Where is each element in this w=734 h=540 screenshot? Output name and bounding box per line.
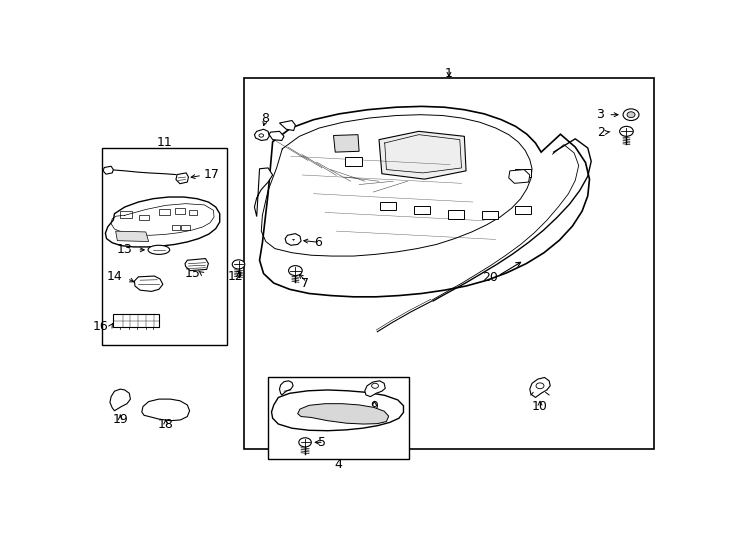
- Polygon shape: [530, 377, 550, 397]
- Bar: [102, 148, 227, 346]
- Text: 19: 19: [112, 413, 128, 426]
- Text: 5: 5: [318, 436, 326, 449]
- Text: 10: 10: [532, 400, 548, 413]
- Text: 13: 13: [117, 244, 133, 256]
- Polygon shape: [298, 404, 389, 424]
- Polygon shape: [185, 259, 208, 271]
- Text: 14: 14: [106, 271, 123, 284]
- Polygon shape: [255, 129, 269, 140]
- Bar: [175, 208, 185, 214]
- Circle shape: [371, 383, 379, 388]
- Bar: [159, 209, 170, 215]
- Bar: [189, 211, 197, 215]
- Bar: [120, 211, 132, 218]
- Polygon shape: [509, 170, 530, 183]
- Text: 2: 2: [597, 126, 605, 139]
- Bar: [515, 168, 531, 177]
- Polygon shape: [285, 234, 301, 245]
- Polygon shape: [142, 399, 189, 421]
- Text: 7: 7: [301, 276, 309, 289]
- Polygon shape: [280, 120, 295, 131]
- Bar: [345, 157, 362, 166]
- Bar: [482, 211, 498, 219]
- Polygon shape: [116, 231, 148, 241]
- Bar: [244, 78, 654, 449]
- Polygon shape: [333, 134, 359, 152]
- Text: 3: 3: [596, 108, 603, 121]
- Polygon shape: [272, 390, 404, 431]
- Circle shape: [536, 383, 544, 389]
- Text: 18: 18: [158, 418, 174, 431]
- Text: 12: 12: [228, 271, 244, 284]
- Text: 16: 16: [93, 320, 109, 333]
- Bar: [139, 215, 149, 220]
- Polygon shape: [110, 389, 131, 411]
- Polygon shape: [269, 131, 284, 140]
- Text: 8: 8: [261, 112, 269, 125]
- Circle shape: [623, 109, 639, 120]
- Polygon shape: [176, 173, 189, 184]
- Text: 6: 6: [313, 237, 321, 249]
- Polygon shape: [134, 276, 163, 292]
- Bar: [113, 314, 159, 327]
- Bar: [515, 206, 531, 214]
- Bar: [379, 202, 396, 210]
- Polygon shape: [106, 197, 219, 247]
- Bar: [448, 210, 464, 219]
- Polygon shape: [365, 381, 385, 396]
- Text: 17: 17: [203, 168, 219, 181]
- Polygon shape: [280, 381, 293, 395]
- Circle shape: [299, 438, 311, 447]
- Circle shape: [232, 260, 244, 269]
- Circle shape: [288, 266, 302, 275]
- Polygon shape: [260, 106, 589, 297]
- Bar: [268, 377, 409, 459]
- Bar: [181, 225, 190, 230]
- Polygon shape: [103, 166, 113, 174]
- Text: 1: 1: [445, 68, 453, 80]
- Text: 20: 20: [482, 271, 498, 284]
- Text: 9: 9: [371, 400, 379, 413]
- Polygon shape: [379, 131, 466, 179]
- Ellipse shape: [148, 245, 170, 254]
- Bar: [414, 206, 429, 214]
- Circle shape: [627, 112, 635, 118]
- Text: 4: 4: [334, 458, 342, 471]
- Circle shape: [619, 126, 633, 136]
- Polygon shape: [255, 168, 272, 217]
- Text: 15: 15: [185, 267, 201, 280]
- Text: 11: 11: [156, 137, 172, 150]
- Circle shape: [259, 134, 264, 137]
- Bar: [172, 225, 181, 230]
